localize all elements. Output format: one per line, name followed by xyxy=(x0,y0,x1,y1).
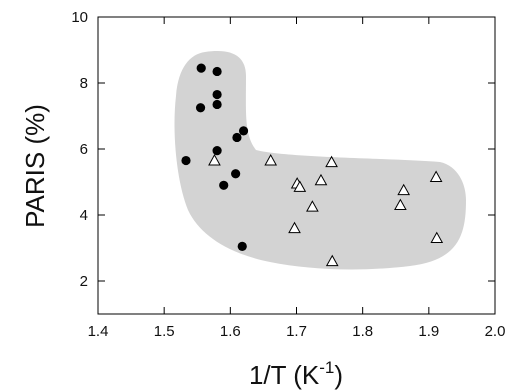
filled-circle-point xyxy=(212,99,222,110)
filled-circle-point xyxy=(212,146,222,156)
open-triangle-point xyxy=(429,170,443,182)
open-triangle-point xyxy=(397,183,411,196)
x-tick-label: 1.5 xyxy=(154,323,175,340)
x-axis-title-main: 1/T (K xyxy=(249,360,320,390)
open-triangle-point xyxy=(430,231,444,243)
open-triangle-point xyxy=(288,221,301,234)
filled-circle-point xyxy=(238,126,249,136)
filled-circle-point xyxy=(231,169,241,179)
filled-circle-point xyxy=(181,155,191,166)
x-tick-label: 1.4 xyxy=(88,323,109,340)
open-triangle-point xyxy=(314,173,328,186)
filled-circle-point xyxy=(219,180,229,190)
x-tick-label: 1.7 xyxy=(286,323,307,340)
data-points xyxy=(181,63,444,267)
y-tick-label: 8 xyxy=(80,75,88,92)
filled-circle-point xyxy=(196,63,206,73)
y-tick-label: 4 xyxy=(80,207,88,224)
filled-circle-point xyxy=(195,103,206,113)
open-triangle-point xyxy=(394,198,407,210)
y-axis-title: PARIS (%) xyxy=(20,104,50,228)
x-tick-label: 1.9 xyxy=(418,323,439,340)
y-tick-label: 6 xyxy=(80,141,88,158)
open-triangle-point xyxy=(325,254,339,267)
x-axis-title: 1/T (K-1) xyxy=(249,358,343,390)
open-triangle-point xyxy=(208,154,221,166)
filled-circle-point xyxy=(237,241,247,251)
x-axis-title-superscript: -1 xyxy=(319,358,334,377)
shaded-region xyxy=(174,51,466,270)
filled-circle-point xyxy=(232,132,242,143)
filled-circle-point xyxy=(212,66,222,77)
x-axis-title-close: ) xyxy=(334,360,343,390)
x-tick-label: 1.6 xyxy=(220,323,241,340)
open-triangle-point xyxy=(293,180,307,192)
open-triangle-point xyxy=(325,155,338,168)
filled-circle-point xyxy=(212,89,222,100)
x-axis-ticks: 1.4 1.5 1.6 1.7 1.8 1.9 2.0 xyxy=(88,17,506,340)
y-tick-label: 10 xyxy=(71,9,88,26)
x-tick-label: 1.8 xyxy=(352,323,373,340)
x-tick-label: 2.0 xyxy=(485,323,506,340)
open-triangle-point xyxy=(264,154,278,166)
y-axis-ticks: 2 4 6 8 10 xyxy=(71,9,495,290)
y-tick-label: 2 xyxy=(80,273,88,290)
open-triangle-point xyxy=(306,200,319,212)
